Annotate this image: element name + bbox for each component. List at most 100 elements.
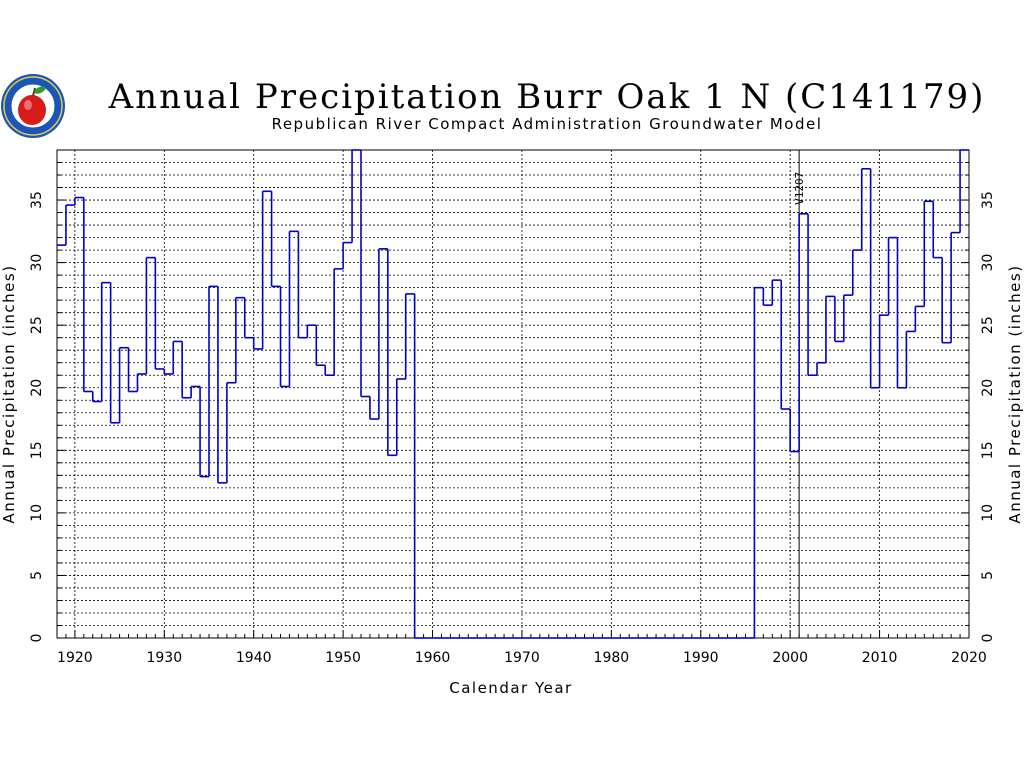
precip-step bbox=[914, 305, 925, 332]
y-tick-label: 20 bbox=[29, 379, 45, 397]
gridlines bbox=[57, 150, 969, 638]
precip-step bbox=[923, 200, 934, 307]
y-tick-label: 25 bbox=[29, 316, 45, 334]
precip-step bbox=[199, 386, 209, 478]
precip-step bbox=[771, 279, 782, 306]
precip-step bbox=[369, 396, 379, 420]
precip-step bbox=[378, 248, 388, 420]
precip-step bbox=[190, 385, 201, 398]
precip-step bbox=[91, 391, 102, 403]
y2-tick-label: 0 bbox=[980, 634, 996, 643]
precip-step bbox=[315, 325, 326, 367]
precip-step bbox=[235, 296, 245, 383]
precip-step bbox=[333, 268, 344, 376]
precip-step bbox=[306, 324, 317, 338]
y-tick-label: 0 bbox=[29, 634, 45, 643]
precip-step bbox=[753, 286, 764, 638]
precip-step bbox=[226, 381, 236, 483]
plot-frame bbox=[56, 149, 970, 639]
vline-label: V1207 bbox=[793, 172, 806, 205]
x-tick-label: 1920 bbox=[57, 650, 93, 666]
x-tick-label: 2000 bbox=[772, 650, 808, 666]
y-tick-label: 35 bbox=[29, 191, 45, 209]
precip-step bbox=[342, 241, 353, 269]
precip-step bbox=[279, 286, 290, 388]
precip-step bbox=[905, 330, 916, 388]
y2-tick-label: 20 bbox=[980, 379, 996, 397]
x-tick-label: 1980 bbox=[594, 650, 630, 666]
y2-tick-label: 5 bbox=[980, 571, 996, 580]
rrca-logo bbox=[1, 74, 65, 138]
precip-step bbox=[395, 378, 406, 456]
precip-step bbox=[172, 340, 183, 374]
precip-step bbox=[780, 280, 791, 410]
precip-step bbox=[789, 409, 800, 453]
precip-step bbox=[869, 168, 880, 389]
x-tick-label: 1940 bbox=[236, 650, 272, 666]
x-axis-label: Calendar Year bbox=[449, 679, 572, 697]
x-tick-label: 2010 bbox=[862, 650, 898, 666]
precip-step bbox=[878, 314, 889, 388]
y2-tick-label: 10 bbox=[980, 504, 996, 522]
precip-step bbox=[145, 256, 156, 374]
y2-tick-label: 30 bbox=[980, 254, 996, 272]
precip-step bbox=[181, 341, 192, 399]
x-tick-label: 2020 bbox=[951, 650, 987, 666]
chart-title: Annual Precipitation Burr Oak 1 N (C1411… bbox=[108, 77, 986, 117]
x-tick-label: 1950 bbox=[325, 650, 361, 666]
precip-step bbox=[243, 297, 254, 339]
y-tick-label: 30 bbox=[29, 254, 45, 272]
x-tick-label: 1990 bbox=[683, 650, 719, 666]
precip-step bbox=[118, 346, 129, 423]
precip-step bbox=[65, 204, 75, 246]
precip-step bbox=[896, 237, 907, 389]
precip-step bbox=[163, 368, 174, 375]
precip-step bbox=[100, 281, 111, 402]
precip-step bbox=[136, 373, 147, 392]
precip-step bbox=[387, 248, 397, 457]
precip-step bbox=[404, 293, 415, 379]
precip-step bbox=[816, 361, 826, 376]
precip-step bbox=[360, 150, 370, 398]
precip-step bbox=[941, 257, 952, 344]
precip-step bbox=[351, 149, 361, 243]
precip-step bbox=[762, 287, 773, 306]
y2-tick-label: 35 bbox=[980, 191, 996, 209]
precip-step bbox=[851, 249, 862, 296]
precip-step bbox=[109, 282, 120, 424]
precip-step bbox=[413, 293, 424, 639]
precip-step bbox=[950, 231, 961, 343]
precip-step bbox=[324, 365, 335, 377]
y-tick-label: 5 bbox=[29, 571, 45, 580]
precip-step bbox=[83, 197, 93, 393]
x-tick-label: 1960 bbox=[415, 650, 451, 666]
precip-step bbox=[127, 347, 138, 393]
precip-step bbox=[270, 191, 281, 288]
data-marks bbox=[57, 149, 969, 639]
precip-step bbox=[798, 213, 809, 452]
y2-axis-label: Annual Precipitation (inches) bbox=[1006, 264, 1024, 523]
precip-step bbox=[288, 230, 299, 387]
chart-subtitle: Republican River Compact Administration … bbox=[272, 115, 823, 133]
y-tick-label: 10 bbox=[29, 504, 45, 522]
precip-step bbox=[860, 167, 871, 251]
y-tick-label: 15 bbox=[29, 441, 45, 459]
x-tick-label: 1930 bbox=[146, 650, 182, 666]
y-axis-label: Annual Precipitation (inches) bbox=[0, 264, 18, 523]
precip-step bbox=[825, 295, 835, 363]
x-tick-label: 1970 bbox=[504, 650, 540, 666]
precip-step bbox=[74, 196, 84, 206]
precip-step bbox=[834, 296, 844, 343]
precip-step bbox=[932, 201, 943, 259]
precip-step bbox=[297, 231, 308, 339]
precip-step bbox=[807, 213, 817, 377]
precip-step bbox=[959, 149, 969, 233]
precip-step bbox=[261, 190, 272, 349]
precip-step bbox=[154, 257, 165, 370]
y2-tick-label: 25 bbox=[980, 316, 996, 334]
precip-step bbox=[887, 236, 898, 316]
precip-step bbox=[843, 294, 853, 342]
precip-step bbox=[208, 285, 218, 477]
